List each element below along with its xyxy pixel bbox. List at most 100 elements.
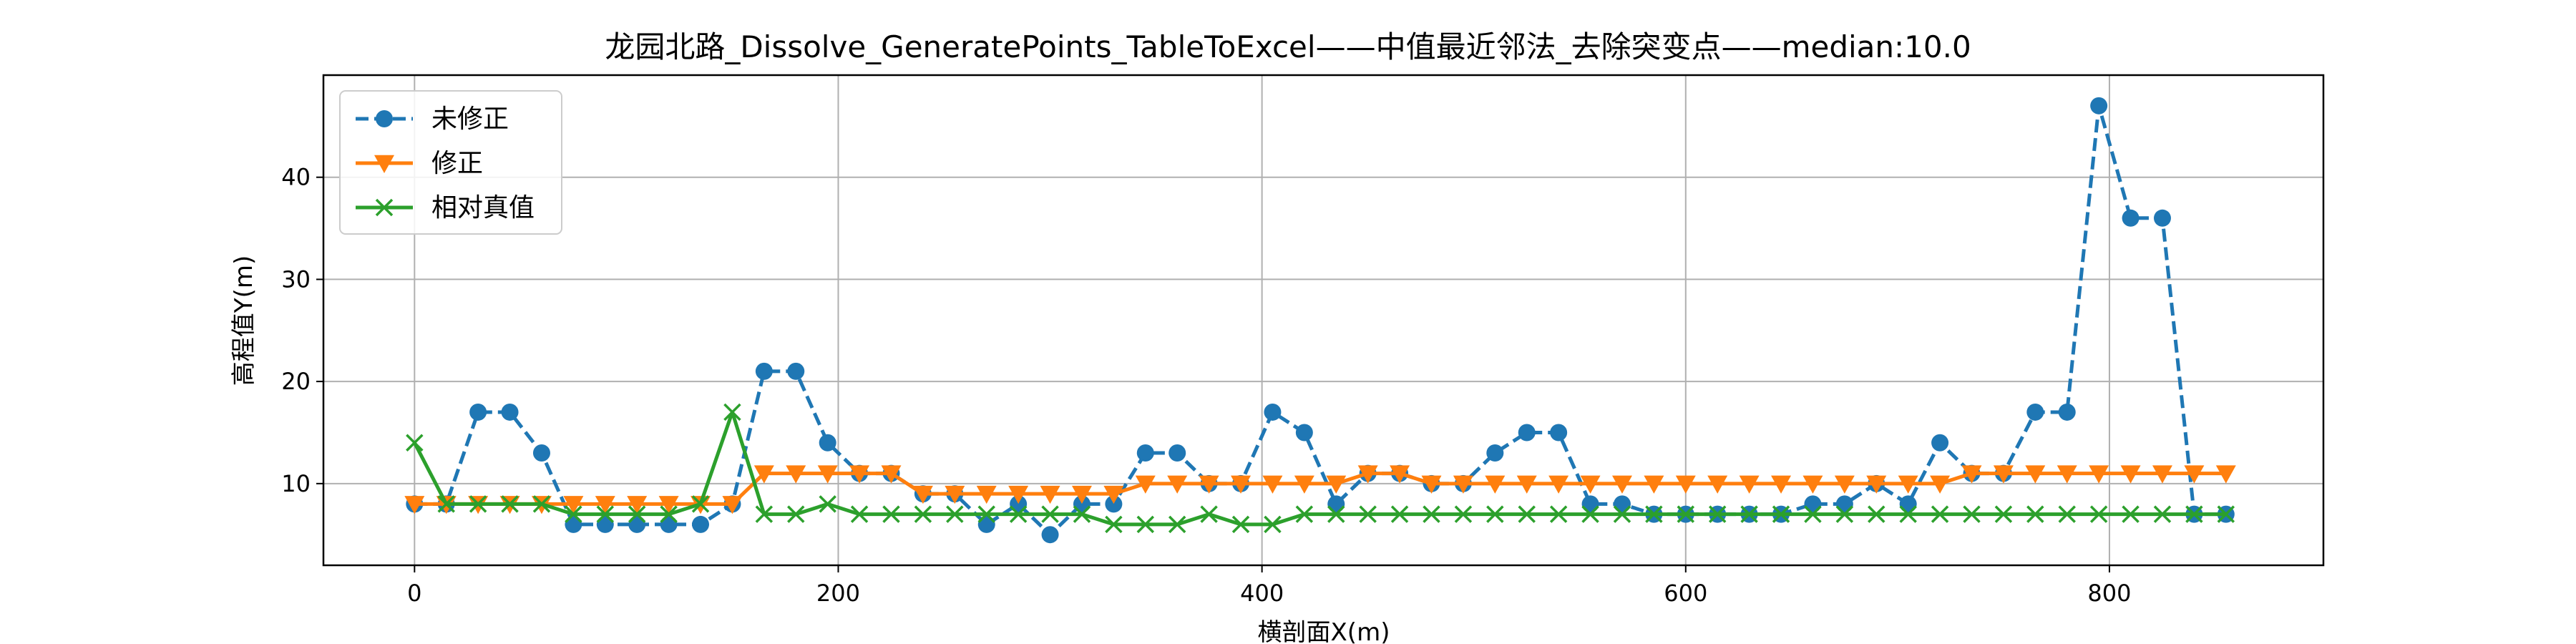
x-tick-label: 800: [2087, 580, 2131, 607]
data-point: [2026, 403, 2044, 421]
data-point: [628, 505, 646, 523]
grid-lines: [323, 75, 2323, 565]
data-point: [723, 403, 741, 421]
data-point: [755, 505, 774, 523]
data-point: [2057, 465, 2077, 484]
data-point: [628, 515, 646, 533]
data-point: [817, 465, 838, 484]
data-point: [1136, 444, 1154, 462]
data-point: [1518, 424, 1536, 441]
data-point: [1899, 495, 1917, 513]
data-point: [469, 495, 487, 513]
data-point: [882, 505, 900, 523]
data-point: [1167, 475, 1188, 494]
data-point: [1135, 475, 1156, 494]
data-point: [1264, 403, 1282, 421]
data-point: [1103, 485, 1124, 504]
data-point: [881, 465, 902, 484]
data-point: [1262, 475, 1283, 494]
data-point: [1295, 424, 1313, 441]
y-tick-label: 30: [281, 265, 311, 293]
data-point: [691, 495, 710, 513]
x-tick-label: 600: [1664, 580, 1707, 607]
data-point: [755, 362, 773, 380]
data-point: [1454, 505, 1473, 523]
data-point: [1453, 475, 1473, 494]
data-point: [1485, 475, 1506, 494]
data-point: [596, 505, 615, 523]
x-tick-label: 0: [407, 580, 421, 607]
data-point: [977, 515, 995, 533]
data-point: [1008, 485, 1029, 504]
data-point: [722, 496, 743, 514]
data-point: [1739, 475, 1760, 494]
data-point: [1804, 495, 1822, 513]
data-point: [1581, 505, 1599, 523]
data-point: [1327, 505, 1345, 523]
data-point: [753, 465, 774, 484]
x-tick-label: 200: [816, 580, 860, 607]
series-3: [406, 403, 2235, 534]
data-point: [1105, 515, 1123, 534]
data-point: [469, 403, 487, 421]
data-point: [1264, 515, 1282, 534]
data-point: [1835, 505, 1854, 523]
data-point: [1549, 505, 1568, 523]
data-point: [437, 495, 455, 513]
data-point: [692, 515, 710, 533]
chart-title: 龙园北路_Dissolve_GeneratePoints_TableToExce…: [605, 29, 1971, 64]
data-point: [2122, 209, 2140, 227]
data-point: [596, 515, 614, 533]
data-point: [1041, 526, 1059, 544]
data-point: [1548, 475, 1569, 494]
data-point: [1613, 505, 1631, 523]
data-point: [1199, 475, 1219, 494]
data-point: [1580, 475, 1601, 494]
data-point: [787, 362, 805, 380]
data-point: [1611, 475, 1632, 494]
data-point: [2090, 97, 2108, 114]
data-point: [1771, 475, 1792, 494]
y-tick-label: 40: [281, 164, 311, 191]
data-point: [2217, 505, 2235, 523]
data-point: [1740, 505, 1758, 523]
data-point: [850, 505, 869, 523]
y-axis-label: 高程值Y(m): [230, 255, 258, 386]
data-point: [1326, 475, 1347, 494]
data-point: [1993, 465, 2014, 484]
data-point: [1804, 505, 1822, 523]
data-point: [1868, 505, 1885, 523]
data-point: [786, 465, 806, 484]
data-point: [2058, 403, 2076, 421]
data-point: [2089, 465, 2109, 484]
data-point: [977, 505, 995, 523]
axis-ticks: 0 200 400 600 800 10 20 30 40: [281, 164, 2131, 607]
data-point: [1390, 465, 1410, 484]
data-point: [2185, 505, 2203, 523]
data-point: [532, 495, 551, 513]
data-point: [1423, 505, 1440, 523]
series-line: [414, 104, 2226, 537]
data-point: [1675, 475, 1696, 494]
data-point: [565, 515, 582, 533]
data-point: [501, 495, 519, 513]
y-tick-label: 20: [281, 368, 311, 395]
data-point: [976, 485, 997, 504]
data-point: [1834, 475, 1855, 494]
series-line: [414, 472, 2226, 506]
data-point: [1169, 444, 1186, 462]
data-point: [946, 505, 964, 523]
data-point: [1644, 475, 1664, 494]
legend-label: 相对真值: [431, 193, 535, 223]
legend-item: 相对真值: [356, 193, 535, 223]
data-point: [2026, 505, 2044, 523]
data-point: [1802, 475, 1823, 494]
data-point: [819, 495, 836, 513]
data-point: [1550, 424, 1568, 441]
x-axis-label: 横剖面X(m): [1258, 618, 1390, 644]
data-point: [404, 496, 425, 514]
data-point: [1516, 475, 1537, 494]
plot-series: [404, 97, 2236, 544]
data-point: [1359, 505, 1377, 523]
